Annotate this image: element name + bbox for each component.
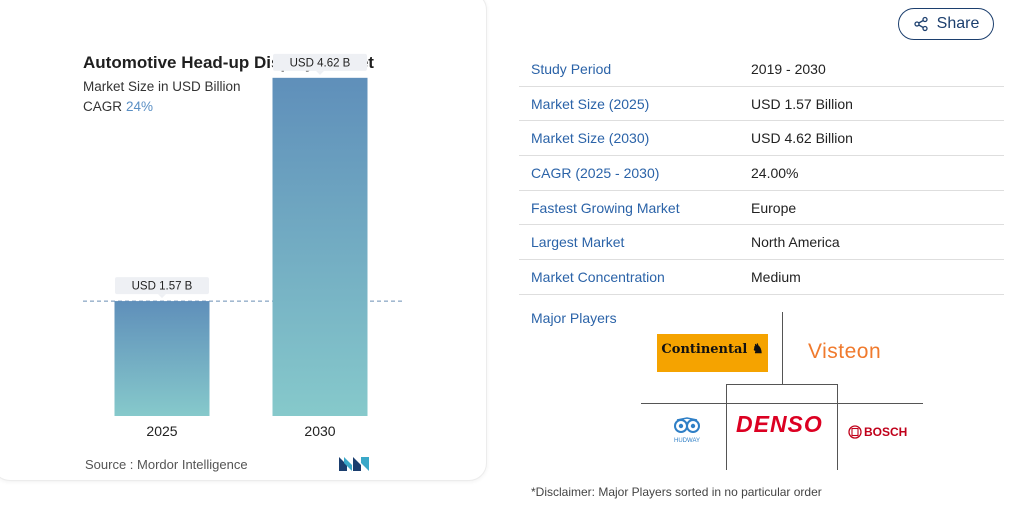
grid-line xyxy=(726,384,838,385)
continental-tagline-art xyxy=(712,357,713,363)
grid-line xyxy=(726,384,727,470)
denso-logo: DENSO xyxy=(736,411,823,438)
continental-name: Continental xyxy=(661,342,748,357)
bosch-name: BOSCH xyxy=(864,425,908,439)
table-row: Study Period 2019 - 2030 xyxy=(519,52,1004,87)
share-button[interactable]: Share xyxy=(898,8,994,40)
row-value: North America xyxy=(751,234,840,251)
row-value: Europe xyxy=(751,199,797,216)
bosch-logo: BOSCH xyxy=(848,425,907,439)
denso-name: DENSO xyxy=(736,411,823,437)
row-label: Study Period xyxy=(531,60,612,77)
grid-line xyxy=(837,384,838,470)
grid-line xyxy=(782,312,783,384)
continental-logo: Continental ♞ xyxy=(657,334,768,372)
share-icon xyxy=(913,16,928,32)
row-label: Fastest Growing Market xyxy=(531,199,680,216)
table-row: Market Size (2025) USD 1.57 Billion xyxy=(519,87,1004,122)
hudway-logo: Hudway xyxy=(669,417,705,444)
table-row: Fastest Growing Market Europe xyxy=(519,191,1004,226)
cagr-value: 24% xyxy=(126,99,154,114)
share-label: Share xyxy=(936,15,980,32)
row-label: Market Concentration xyxy=(531,268,665,285)
row-value: Medium xyxy=(751,268,801,285)
hudway-name: Hudway xyxy=(674,438,700,444)
data-label-pointer xyxy=(316,70,324,75)
data-label-pointer xyxy=(158,294,166,299)
bar-2030 xyxy=(272,77,368,416)
bar-chart: USD 1.57 B 2025 USD 4.62 B 2030 xyxy=(83,53,402,439)
chart-cagr: CAGR 24% xyxy=(83,99,153,114)
data-label: USD 1.57 B xyxy=(132,281,193,293)
table-row: Market Size (2030) USD 4.62 Billion xyxy=(519,121,1004,157)
cagr-label: CAGR xyxy=(83,99,123,114)
row-value: USD 4.62 Billion xyxy=(751,130,853,147)
row-label: Market Size (2025) xyxy=(531,95,650,112)
data-label-bg xyxy=(115,277,209,295)
bosch-armature-icon xyxy=(848,425,862,439)
visteon-name: Visteon xyxy=(808,340,882,363)
table-row: Largest Market North America xyxy=(519,225,1004,261)
table-row: Market Concentration Medium xyxy=(519,260,1004,295)
x-tick-label: 2030 xyxy=(304,423,335,439)
visteon-logo: Visteon xyxy=(808,340,881,364)
hudway-owl-icon xyxy=(674,417,700,433)
major-players-label: Major Players xyxy=(531,310,617,326)
continental-horse-icon: ♞ xyxy=(747,342,764,357)
bar-2025 xyxy=(114,301,210,416)
chart-subtitle: Market Size in USD Billion xyxy=(83,79,241,94)
data-label: USD 4.62 B xyxy=(290,57,351,69)
mordor-logo-icon xyxy=(339,457,369,471)
source-note: Source : Mordor Intelligence xyxy=(85,457,248,472)
row-value: 2019 - 2030 xyxy=(751,60,826,77)
source-name: Mordor Intelligence xyxy=(137,457,248,472)
row-label: Largest Market xyxy=(531,234,625,251)
row-label: Market Size (2030) xyxy=(531,130,650,147)
row-value: USD 1.57 Billion xyxy=(751,95,853,112)
major-players-grid: Continental ♞ Visteon Hudway DENSO BOSCH xyxy=(641,312,923,470)
row-value: 24.00% xyxy=(751,164,799,181)
disclaimer-note: *Disclaimer: Major Players sorted in no … xyxy=(531,485,822,499)
table-row: CAGR (2025 - 2030) 24.00% xyxy=(519,156,1004,191)
x-tick-label: 2025 xyxy=(146,423,177,439)
data-label-bg xyxy=(273,53,367,71)
row-label: CAGR (2025 - 2030) xyxy=(531,164,660,181)
grid-line xyxy=(641,403,923,404)
source-label: Source : xyxy=(85,457,134,472)
chart-card xyxy=(0,0,487,481)
market-info-table: Study Period 2019 - 2030 Market Size (2025… xyxy=(519,52,1004,295)
